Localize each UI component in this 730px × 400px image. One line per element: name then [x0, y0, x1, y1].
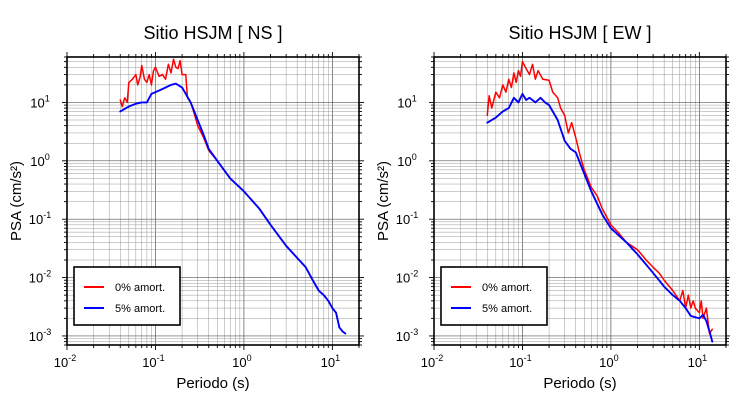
chart-1-frame — [66, 56, 360, 346]
chart-1-x-tick-label: 10-2 — [54, 353, 76, 370]
chart-1-legend-box — [73, 266, 181, 326]
chart-2-y-tick-label: 100 — [397, 152, 416, 169]
chart-1-y-tick-label: 10-3 — [29, 327, 51, 344]
chart-1-title: Sitio HSJM [ NS ] — [143, 23, 282, 43]
chart-2-x-tick-label: 10-1 — [509, 353, 531, 370]
chart-1-ylabel: PSA (cm/s²) — [8, 161, 25, 241]
chart-2-grid — [433, 56, 727, 346]
chart-1-x-tick-label: 10-1 — [142, 353, 164, 370]
chart-1-legend-label-1: 0% amort. — [115, 282, 165, 294]
chart-1-legend: 0% amort. 5% amort. — [73, 266, 181, 326]
chart-2-legend: 0% amort. 5% amort. — [440, 266, 548, 326]
chart-1-grid — [66, 56, 360, 346]
chart-2-series-2-line — [486, 92, 714, 343]
chart-2-title: Sitio HSJM [ EW ] — [508, 23, 651, 43]
chart-2-y-tick-label: 10-1 — [396, 210, 418, 227]
chart-2-legend-label-2: 5% amort. — [482, 303, 532, 315]
chart-1-y-tick-label: 101 — [30, 93, 49, 110]
chart-1-y-tick-label: 10-1 — [29, 210, 51, 227]
chart-2-y-tick-label: 101 — [397, 93, 416, 110]
chart-2-legend-label-1: 0% amort. — [482, 282, 532, 294]
chart-1-y-tick-label: 100 — [30, 152, 49, 169]
chart-2-x-tick-label: 10-2 — [421, 353, 443, 370]
chart-1-y-tick-label: 10-2 — [29, 269, 51, 286]
chart-1-x-tick-label: 101 — [321, 353, 340, 370]
chart-2-x-tick-label: 100 — [599, 353, 618, 370]
chart-1-x-tick-label: 100 — [232, 353, 251, 370]
chart-1-series-2-line — [119, 82, 347, 335]
chart-2-xlabel: Periodo (s) — [543, 375, 616, 392]
chart-2-x-tick-label: 101 — [688, 353, 707, 370]
chart-2-y-tick-label: 10-3 — [396, 327, 418, 344]
chart-2-ylabel: PSA (cm/s²) — [375, 161, 392, 241]
chart-1-legend-label-2: 5% amort. — [115, 303, 165, 315]
chart-2-y-tick-label: 10-2 — [396, 269, 418, 286]
chart-2-legend-box — [440, 266, 548, 326]
chart-1-xlabel: Periodo (s) — [176, 375, 249, 392]
chart-2-frame — [433, 56, 727, 346]
chart-2-series-1-line — [486, 60, 714, 335]
